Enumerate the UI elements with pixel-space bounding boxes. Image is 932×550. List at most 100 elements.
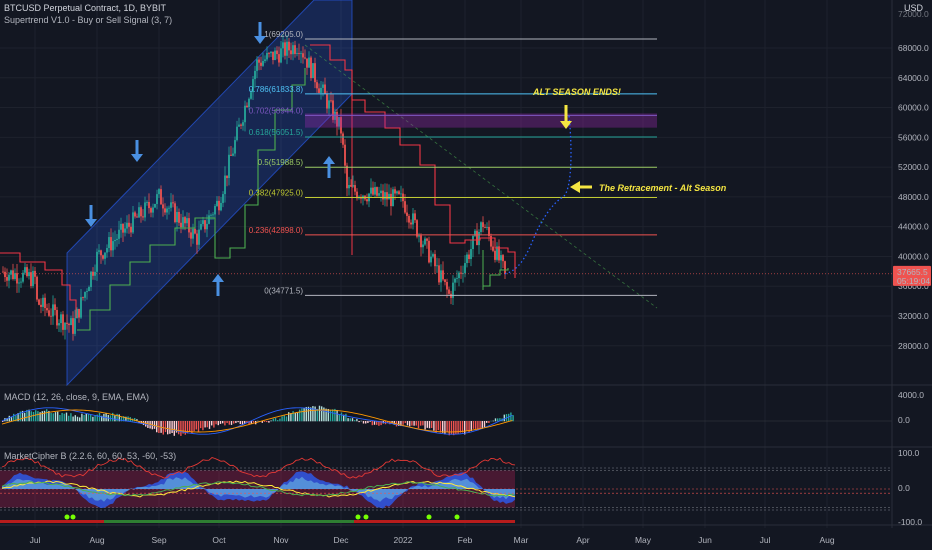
macd-title[interactable]: MACD (12, 26, close, 9, EMA, EMA) [4, 392, 150, 402]
candle-body [318, 88, 320, 93]
candle-body [146, 202, 148, 203]
symbol-title[interactable]: BTCUSD Perpetual Contract, 1D, BYBIT [4, 3, 167, 13]
candle-body [270, 51, 272, 54]
candle-body [242, 122, 244, 126]
macd-bar [228, 421, 230, 425]
buy-dot-2 [355, 514, 361, 520]
candle [40, 298, 42, 314]
price-tick: 52000.0 [898, 162, 929, 172]
candle-body [22, 272, 24, 282]
candle [286, 35, 288, 65]
candle-body [116, 238, 118, 240]
buy-dot-3 [363, 514, 369, 520]
candle-body [316, 82, 318, 89]
supertrend-seg-0 [0, 252, 77, 318]
candle-body [276, 50, 278, 55]
projection-dots [504, 115, 572, 275]
macd-bar [296, 412, 299, 422]
candle-body [90, 271, 92, 288]
candle-body [452, 282, 454, 298]
candle [484, 224, 486, 229]
candle-body [250, 92, 252, 99]
candle-body [32, 270, 34, 287]
candle-body [286, 41, 288, 56]
candle [28, 268, 30, 280]
macd-bar [444, 421, 446, 435]
candle [66, 314, 68, 330]
candle-body [480, 222, 482, 233]
candle [102, 254, 104, 261]
candle-body [178, 211, 180, 223]
candle [306, 58, 308, 75]
sell-arrow-1 [85, 205, 97, 227]
candle [20, 277, 22, 288]
candle [68, 322, 70, 333]
candle [482, 216, 484, 233]
supertrend-seg-1 [77, 68, 306, 331]
candle [14, 268, 16, 281]
macd-bar [252, 421, 255, 423]
candle-body [414, 213, 416, 221]
candle-body [342, 133, 344, 145]
macd-bar [268, 421, 270, 423]
candle [466, 252, 468, 268]
macd-bar [184, 421, 186, 435]
candle [472, 235, 474, 258]
candle [280, 40, 282, 64]
candle-body [82, 297, 84, 298]
price-tick: 44000.0 [898, 222, 929, 232]
candle-body [224, 175, 226, 195]
candle [490, 233, 492, 251]
candle-body [114, 239, 116, 242]
candle-body [174, 203, 176, 223]
macd-bar [244, 421, 246, 424]
indicator-title[interactable]: Supertrend V1.0 - Buy or Sell Signal (3,… [4, 15, 173, 25]
candle-body [398, 191, 400, 195]
macd-bar [290, 413, 292, 422]
candle [410, 219, 412, 229]
candle [376, 186, 378, 197]
candle [498, 239, 500, 264]
candle-body [126, 222, 128, 229]
candle [470, 239, 472, 267]
macd-bar [52, 413, 54, 422]
candle [224, 166, 226, 203]
candle-body [254, 70, 256, 80]
candle [128, 214, 130, 234]
candle-body [484, 227, 486, 228]
candle [208, 210, 210, 225]
macd-bar [39, 412, 41, 422]
macd-bar [246, 421, 248, 423]
candle-body [406, 212, 408, 216]
candle [158, 188, 160, 199]
macd-bar [349, 418, 351, 422]
macd-bar [171, 421, 173, 433]
macd-bar [338, 414, 340, 422]
candle [62, 310, 64, 336]
macd-bar [63, 413, 65, 422]
candle [170, 193, 172, 212]
candle [148, 193, 150, 214]
candle [192, 223, 194, 244]
macd-bar [400, 421, 402, 427]
cipher-title[interactable]: MarketCipher B (2.2.6, 60, 60, 53, -60, … [4, 451, 177, 461]
macd-bar [494, 418, 497, 422]
macd-bar [13, 413, 15, 422]
candle [352, 175, 354, 188]
candle [204, 219, 206, 233]
candle-body [172, 202, 174, 204]
macd-bar [411, 421, 413, 426]
macd-bar [483, 421, 486, 428]
macd-bar [32, 411, 35, 422]
candle-body [106, 248, 108, 253]
macd-bar [466, 421, 468, 431]
candle-body [66, 322, 68, 324]
macd-bar [464, 421, 466, 435]
candle [44, 293, 46, 317]
macd-bar [134, 417, 136, 422]
candle [374, 181, 376, 198]
candle [398, 190, 400, 196]
candle-body [488, 227, 490, 236]
